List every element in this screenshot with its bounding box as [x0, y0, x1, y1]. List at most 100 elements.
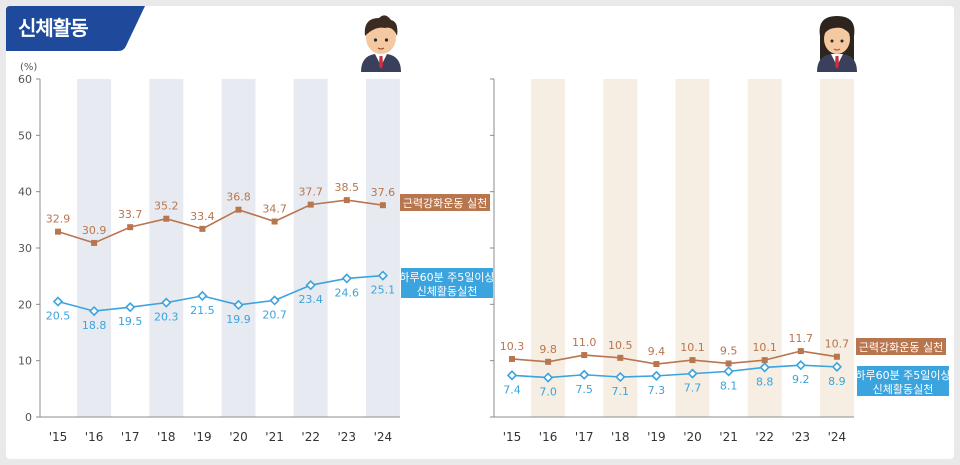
data-point-aerobic [795, 360, 806, 371]
x-tick-label: '17 [121, 430, 140, 444]
data-label-strength: 9.8 [539, 343, 557, 356]
data-point-strength [761, 357, 768, 364]
data-label-aerobic: 7.1 [612, 385, 630, 398]
year-band [531, 79, 566, 417]
y-tick-label: 30 [18, 242, 32, 255]
data-point-aerobic [341, 273, 352, 284]
data-point-strength [55, 228, 61, 235]
data-point-aerobic [88, 305, 100, 317]
year-band [819, 79, 854, 417]
data-label-aerobic: 20.7 [262, 308, 287, 321]
legend-label-strength: 근력강화운동 실천 [403, 196, 487, 210]
data-label-aerobic: 19.5 [118, 315, 143, 328]
data-label-strength: 10.5 [608, 339, 633, 352]
y-tick-label: 60 [18, 73, 32, 86]
data-label-strength: 9.5 [720, 344, 738, 357]
year-band [365, 79, 400, 417]
legend-label-aerobic: 신체활동실천 [873, 382, 934, 396]
year-band [675, 79, 710, 417]
legend-box-aerobic [401, 268, 493, 298]
data-point-aerobic [125, 302, 136, 313]
x-tick-label: '16 [539, 430, 558, 444]
data-point-strength [797, 348, 804, 355]
x-tick-label: '18 [611, 430, 630, 444]
female-chart-panel: '15 '16 '17 '18 '19 '20 '21 '22 '23 '24 10.3 9.8 11.… [490, 78, 951, 444]
data-point-strength [127, 224, 134, 231]
series-line-strength [511, 350, 838, 365]
data-label-strength: 33.7 [118, 208, 143, 221]
x-tick-label: '21 [265, 430, 284, 444]
year-band [293, 79, 328, 417]
data-label-aerobic: 18.8 [82, 319, 107, 332]
data-label-strength: 33.4 [190, 210, 215, 223]
data-point-strength [509, 355, 515, 362]
data-point-aerobic [759, 362, 770, 373]
data-point-strength [163, 215, 170, 222]
data-point-aerobic [305, 280, 316, 291]
legend-box-strength [856, 338, 946, 355]
title-tab [6, 6, 145, 51]
data-point-aerobic [52, 296, 64, 307]
data-label-strength: 38.5 [335, 181, 360, 194]
x-tick-label: '15 [503, 430, 522, 444]
data-point-strength [653, 361, 660, 368]
data-label-aerobic: 7.4 [503, 383, 521, 396]
data-label-aerobic: 7.0 [539, 386, 557, 399]
data-label-aerobic: 8.1 [720, 379, 738, 392]
x-tick-label: '19 [193, 430, 212, 444]
data-point-strength [833, 353, 840, 360]
data-label-strength: 37.7 [298, 186, 323, 199]
x-tick-label: '19 [647, 430, 666, 444]
data-label-aerobic: 7.5 [575, 383, 593, 396]
data-label-aerobic: 20.3 [154, 311, 179, 324]
legend-box-aerobic [857, 366, 949, 396]
data-label-aerobic: 7.7 [684, 382, 702, 395]
data-point-aerobic [542, 372, 554, 383]
data-label-aerobic: 24.6 [335, 286, 360, 299]
year-band [77, 79, 112, 417]
data-label-strength: 37.6 [371, 186, 396, 199]
legend-label-aerobic: 하루60분 주5일이상 [399, 270, 494, 284]
legend-label-strength: 근력강화운동 실천 [859, 340, 943, 354]
data-label-strength: 10.7 [825, 338, 850, 351]
x-tick-label: '18 [157, 430, 176, 444]
data-point-strength [235, 206, 242, 213]
y-tick-label: 20 [18, 298, 32, 311]
data-point-strength [617, 354, 624, 361]
data-label-aerobic: 8.9 [828, 375, 846, 388]
data-point-strength [725, 360, 732, 367]
x-tick-label: '24 [374, 430, 393, 444]
data-label-strength: 11.0 [572, 336, 597, 349]
x-tick-label: '20 [229, 430, 248, 444]
series-line-strength [57, 199, 384, 244]
data-point-aerobic [161, 297, 172, 308]
data-point-strength [199, 225, 206, 232]
data-point-strength [581, 352, 588, 359]
data-point-aerobic [615, 371, 626, 383]
x-tick-label: '23 [792, 430, 811, 444]
x-tick-label: '17 [575, 430, 594, 444]
series-line-aerobic [511, 364, 837, 379]
data-point-aerobic [687, 368, 698, 379]
data-label-aerobic: 8.8 [756, 375, 774, 388]
data-label-strength: 10.3 [500, 340, 525, 353]
data-label-strength: 30.9 [82, 224, 107, 237]
series-line-aerobic [57, 274, 383, 312]
page-title: 신체활동 [18, 16, 89, 40]
x-tick-label: '23 [338, 430, 357, 444]
data-point-strength [343, 197, 350, 204]
x-tick-label: '16 [85, 430, 104, 444]
data-point-aerobic [506, 370, 518, 381]
data-point-aerobic [269, 295, 280, 306]
x-tick-label: '20 [683, 430, 702, 444]
data-point-aerobic [723, 366, 734, 377]
data-label-aerobic: 7.3 [648, 384, 666, 397]
boy-student-icon [361, 15, 401, 72]
data-point-aerobic [831, 361, 843, 372]
data-label-aerobic: 19.9 [226, 313, 251, 326]
male-chart-panel: 0 10 20 30 40 50 60(%) '15 '16 '17 '18 '19 '20 '21 '22… [18, 62, 495, 444]
x-tick-label: '21 [719, 430, 738, 444]
data-point-strength [271, 218, 278, 225]
data-label-strength: 34.7 [262, 203, 287, 216]
